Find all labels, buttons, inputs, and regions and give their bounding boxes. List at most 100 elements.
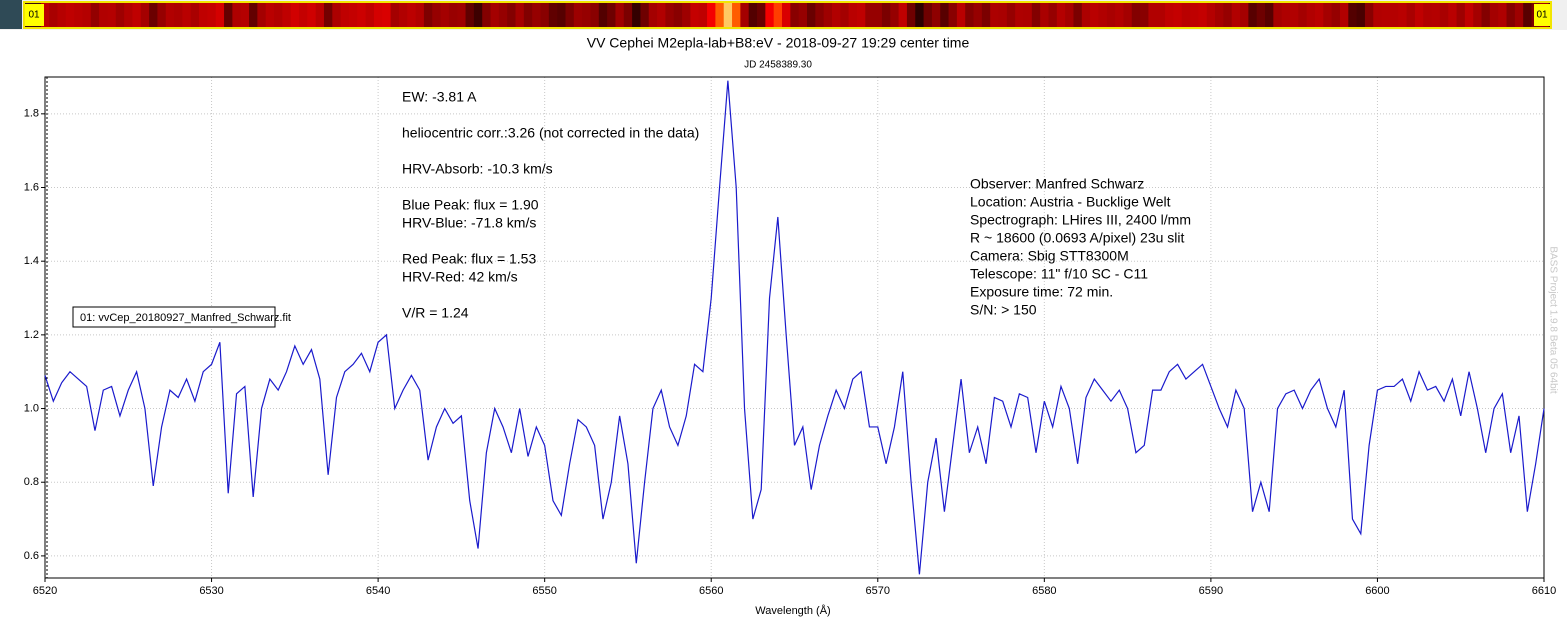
strip-cell: [940, 3, 950, 27]
strip-cell: [1106, 3, 1116, 27]
strip-cell: [382, 3, 392, 27]
strip-cell: [174, 3, 183, 27]
strip-cell: [90, 3, 100, 27]
strip-cell: [224, 3, 233, 27]
strip-cell: [340, 3, 350, 27]
strip-cell: [65, 3, 75, 27]
strip-cell: [898, 3, 908, 27]
strip-cell: [1314, 3, 1324, 27]
strip-cell: [565, 3, 575, 27]
strip-cell: [1523, 3, 1533, 27]
observer-line: S/N: > 150: [970, 302, 1037, 318]
strip-label: 01: [1536, 10, 1548, 21]
annotation: HRV-Red: 42 km/s: [402, 269, 518, 285]
strip-cell: [282, 3, 292, 27]
strip-cell: [748, 3, 758, 27]
x-tick-label: 6530: [199, 585, 223, 597]
strip-cell: [74, 3, 83, 27]
strip-cell: [956, 3, 966, 27]
grid: [44, 77, 1545, 578]
strip-cell: [473, 3, 483, 27]
strip-cell: [1248, 3, 1258, 27]
y-tick-label: 1.2: [24, 329, 39, 341]
strip-cell: [1231, 3, 1241, 27]
strip-cell: [815, 3, 825, 27]
strip-cell: [498, 3, 508, 27]
strip-cell: [1073, 3, 1083, 27]
strip-cell: [1498, 3, 1508, 27]
strip-cell: [1023, 3, 1033, 27]
strip-cell: [698, 3, 708, 27]
spectrum-line: [44, 80, 1545, 575]
strip-cell: [82, 3, 92, 27]
strip-cell: [490, 3, 500, 27]
observer-line: Exposure time: 72 min.: [970, 284, 1113, 300]
strip-cell: [906, 3, 916, 27]
strip-cell: [1473, 3, 1483, 27]
strip-cell: [398, 3, 408, 27]
y-tick-label: 0.6: [24, 550, 39, 562]
strip-cell: [249, 3, 258, 27]
legend-label: 01: vvCep_20180927_Manfred_Schwarz.fit: [80, 312, 291, 324]
strip-cell: [1006, 3, 1016, 27]
strip-cell: [1273, 3, 1283, 27]
strip-cell: [765, 3, 775, 27]
strip-cell: [773, 3, 783, 27]
strip-cell: [798, 3, 808, 27]
strip-cell: [831, 3, 841, 27]
x-tick-label: 6520: [33, 585, 57, 597]
strip-cell: [890, 3, 900, 27]
x-axis-label: Wavelength (Å): [755, 604, 830, 617]
annotation: Blue Peak: flux = 1.90: [402, 197, 539, 213]
strip-cell: [1298, 3, 1308, 27]
spectrum-strip: [40, 3, 1549, 27]
strip-cell: [415, 3, 425, 27]
observer-line: Location: Austria - Bucklige Welt: [970, 194, 1171, 210]
strip-cell: [57, 3, 67, 27]
strip-cell: [848, 3, 858, 27]
strip-cell: [290, 3, 300, 27]
strip-cell: [315, 3, 325, 27]
strip-cell: [357, 3, 367, 27]
strip-cell: [215, 3, 225, 27]
strip-cell: [515, 3, 525, 27]
x-tick-label: 6590: [1199, 585, 1223, 597]
strip-cell: [981, 3, 991, 27]
strip-cell: [1456, 3, 1466, 27]
chart-title: VV Cephei M2epla-lab+B8:eV - 2018-09-27 …: [587, 35, 970, 51]
strip-cell: [723, 3, 733, 27]
observer-line: Camera: Sbig STT8300M: [970, 248, 1129, 264]
strip-cell: [1339, 3, 1349, 27]
strip-cell: [107, 3, 117, 27]
strip-cell: [1140, 3, 1149, 27]
strip-cell: [856, 3, 866, 27]
strip-cell: [806, 3, 816, 27]
strip-cell: [1414, 3, 1424, 27]
strip-handle: [0, 0, 22, 29]
strip-cell: [823, 3, 833, 27]
strip-cell: [1406, 3, 1416, 27]
strip-cell: [1056, 3, 1066, 27]
strip-cell: [931, 3, 941, 27]
strip-cell: [440, 3, 450, 27]
strip-cell: [1148, 3, 1158, 27]
strip-cell: [740, 3, 750, 27]
strip-cell: [1198, 3, 1208, 27]
strip-cell: [782, 3, 791, 27]
strip-cell: [948, 3, 958, 27]
strip-cell: [207, 3, 217, 27]
strip-cell: [1048, 3, 1058, 27]
strip-cell: [1040, 3, 1049, 27]
chart-subtitle: JD 2458389.30: [744, 60, 812, 71]
strip-cell: [965, 3, 975, 27]
strip-label-box: [25, 4, 44, 26]
x-tick-label: 6560: [699, 585, 723, 597]
strip-cell: [865, 3, 875, 27]
strip-label-box: [1534, 4, 1550, 26]
y-tick-label: 0.8: [24, 476, 39, 488]
strip-cell: [457, 3, 467, 27]
strip-cell: [1223, 3, 1233, 27]
x-tick-label: 6580: [1032, 585, 1056, 597]
strip-cell: [232, 3, 242, 27]
strip-cell: [1190, 3, 1199, 27]
